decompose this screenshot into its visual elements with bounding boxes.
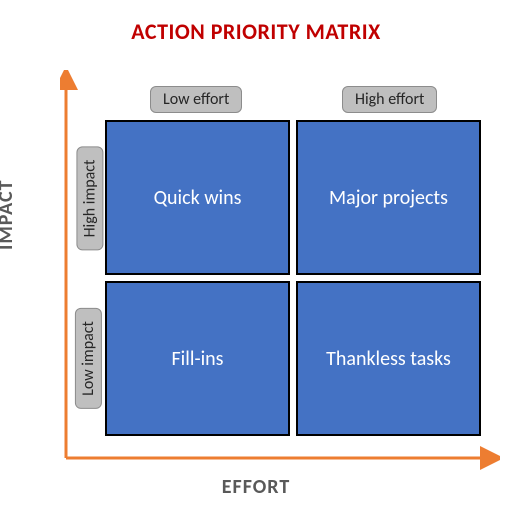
row-header-high-impact: High impact (76, 147, 103, 251)
quadrant-top-right: Major projects (296, 120, 481, 275)
col-header-high-effort: High effort (342, 86, 437, 113)
quadrant-top-left: Quick wins (105, 120, 290, 275)
quadrant-bottom-right: Thankless tasks (296, 281, 481, 436)
y-axis-label: IMPACT (0, 179, 18, 250)
col-header-low-effort: Low effort (150, 86, 242, 113)
x-axis-label: EFFORT (0, 475, 512, 499)
title: ACTION PRIORITY MATRIX (0, 18, 512, 45)
row-header-low-impact: Low impact (75, 308, 102, 409)
quadrant-bottom-left: Fill-ins (105, 281, 290, 436)
